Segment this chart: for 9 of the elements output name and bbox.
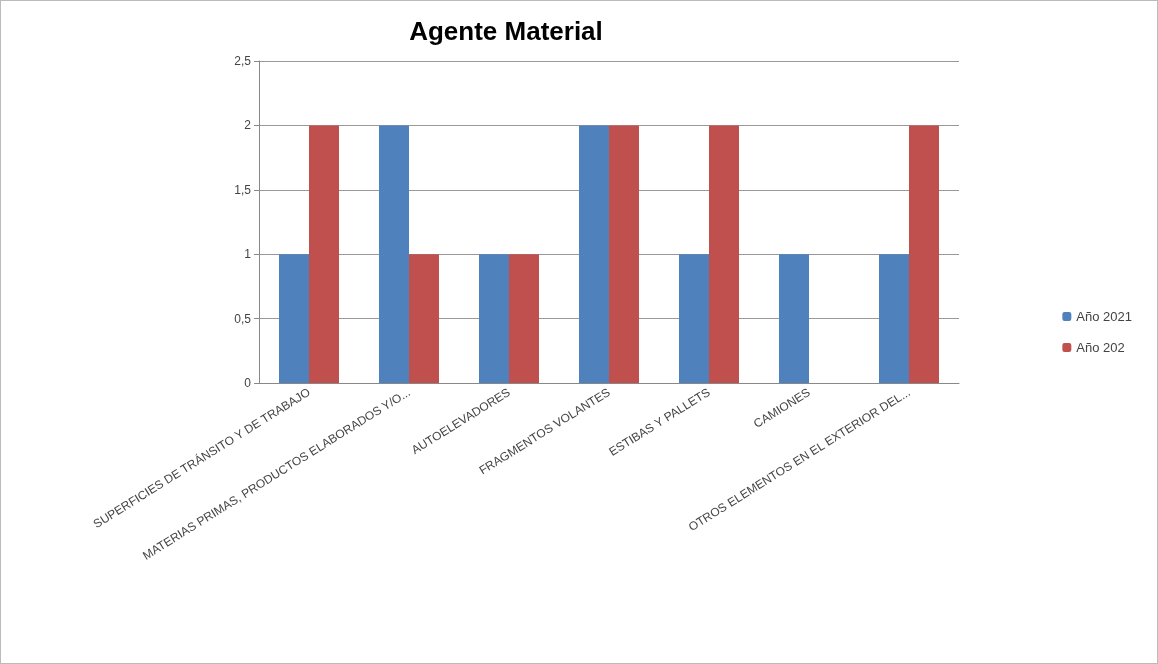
legend-label: Año 202 [1076,340,1125,355]
y-tick-label: 0 [244,376,252,390]
y-tick-label: 0,5 [234,311,252,326]
y-tick-label: 2,5 [234,54,252,68]
y-tick-label: 2 [244,118,252,133]
chart-title: Agente Material [409,16,603,46]
y-tick-label: 1 [244,247,252,262]
y-tick-label: 1,5 [234,182,252,197]
legend-label: Año 2021 [1076,309,1133,324]
